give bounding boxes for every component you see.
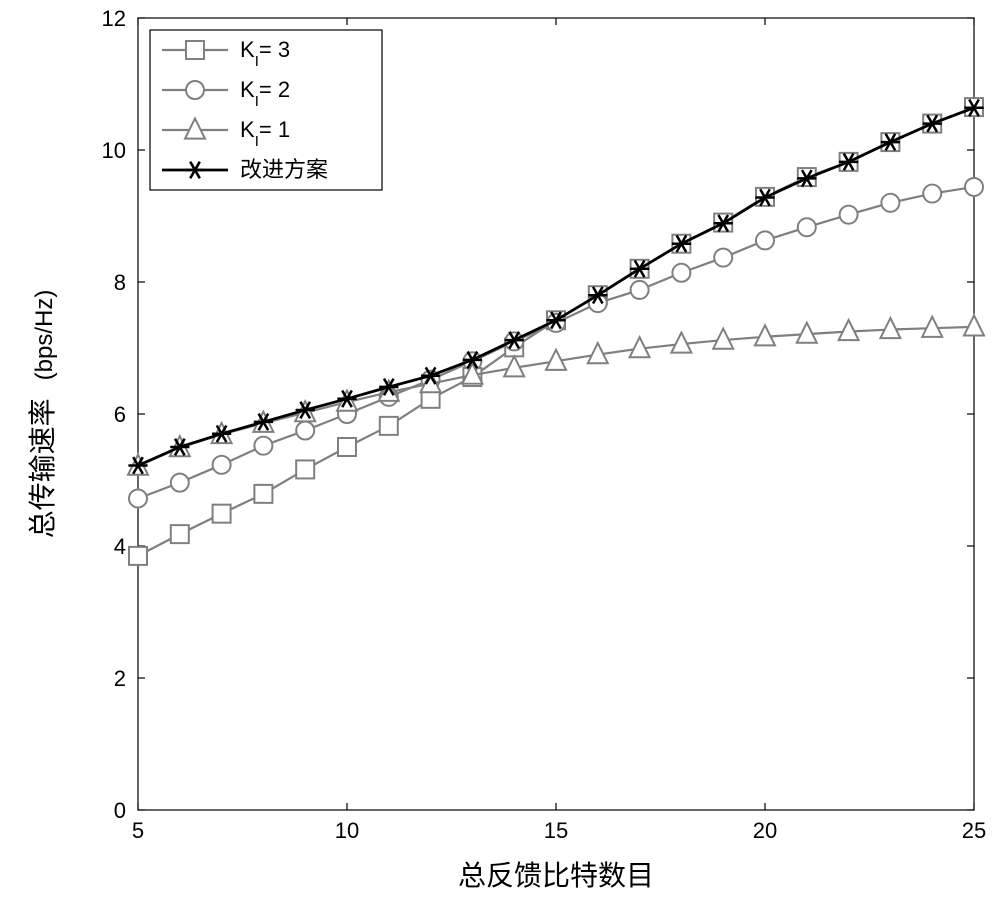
y-tick-label: 10: [102, 138, 126, 163]
x-tick-label: 15: [544, 818, 568, 843]
x-tick-label: 5: [132, 818, 144, 843]
y-tick-label: 12: [102, 6, 126, 31]
y-tick-label: 4: [114, 534, 126, 559]
chart-container: 5 10 15 20 25 0 2 4 6 8 10 12 总反馈比特数目 总传输速率(bps/Hz) KI…: [0, 0, 1000, 918]
legend-label: 改进方案: [240, 157, 328, 182]
chart-svg: 5 10 15 20 25 0 2 4 6 8 10 12 总反馈比特数目 总传输速率(bps/Hz) KI…: [0, 0, 1000, 918]
x-tick-label: 10: [335, 818, 359, 843]
x-tick-label: 25: [962, 818, 986, 843]
series-k2: [129, 178, 983, 508]
legend: KI= 3KI= 2KI= 1改进方案: [150, 30, 382, 190]
y-tick-label: 2: [114, 666, 126, 691]
y-tick-label: 0: [114, 798, 126, 823]
x-axis-title: 总反馈比特数目: [458, 860, 654, 892]
svg-text:总传输速率(bps/Hz): 总传输速率(bps/Hz): [27, 290, 59, 539]
y-tick-label: 6: [114, 402, 126, 427]
y-tick-label: 8: [114, 270, 126, 295]
y-axis-title: 总传输速率(bps/Hz): [27, 290, 59, 539]
x-tick-label: 20: [753, 818, 777, 843]
